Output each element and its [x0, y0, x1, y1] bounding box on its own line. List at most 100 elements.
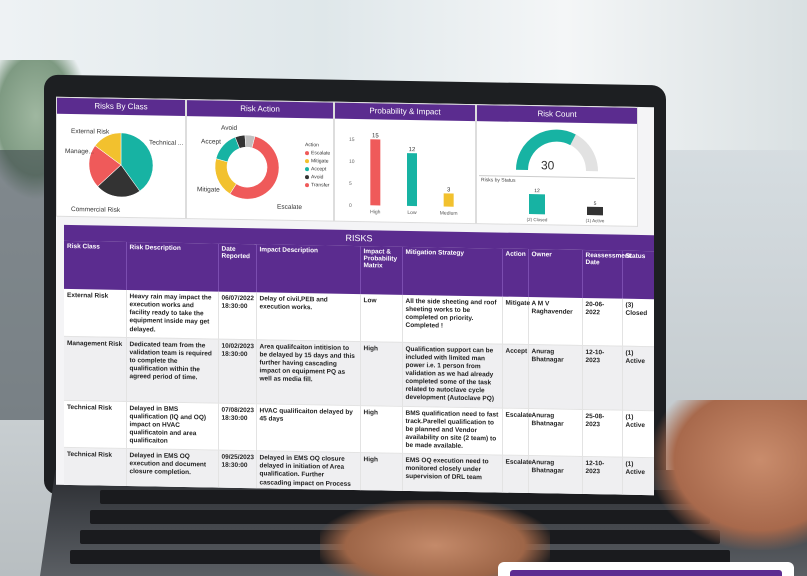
- cell-date: 06/07/2022 18:30:00: [218, 291, 256, 340]
- legend-label: Avoid: [311, 174, 324, 181]
- cell-description: Dedicated team from the validation team …: [126, 337, 218, 403]
- pie-slice: [97, 164, 141, 198]
- column-header[interactable]: Owner: [528, 249, 582, 298]
- cell-reassessment: 12-10-2023: [582, 456, 622, 496]
- legend-item-mitigate[interactable]: Mitigate: [305, 158, 329, 165]
- donut-label: Mitigate: [197, 186, 220, 194]
- risks-table-panel: RISKS Risk Class Risk Description Date R…: [64, 224, 654, 496]
- bar-value-label: 12: [534, 188, 540, 194]
- legend-item-transfer[interactable]: Transfer: [305, 182, 330, 189]
- column-header[interactable]: Action: [502, 248, 528, 298]
- cell-date: 09/25/2023 18:30:00: [218, 450, 256, 491]
- bar: [529, 194, 545, 215]
- cell-impact: Delay of civil,PEB and execution works.: [256, 292, 360, 342]
- column-header[interactable]: Reassessment Date: [582, 249, 631, 299]
- column-header[interactable]: Impact & Probability Matrix: [360, 246, 402, 295]
- gauge-fill: [516, 129, 576, 171]
- risks-by-status-chart[interactable]: 12 (2) Closed 5 (1) Active: [477, 181, 637, 226]
- cell-owner: Anurag Bhatnagar: [528, 408, 582, 457]
- cell-reassessment: 25-08-2023: [582, 408, 622, 458]
- category-label: (2) Closed: [527, 217, 548, 222]
- pie-slice: [244, 134, 256, 149]
- cell-matrix: High: [360, 405, 402, 454]
- cell-risk-class: Management Risk: [64, 336, 126, 402]
- probability-impact-chart[interactable]: 15 10 5 0 15 High 12 Low 3 Medium: [335, 119, 475, 221]
- column-header[interactable]: Risk Description: [126, 242, 218, 292]
- donut-label: Escalate: [277, 203, 302, 212]
- cell-status: (1) Active: [622, 457, 654, 496]
- gauge-value: 30: [541, 158, 555, 173]
- legend-label: Mitigate: [311, 158, 329, 165]
- legend-label: Accept: [311, 166, 327, 173]
- cell-owner: A M V Raghavender: [528, 297, 582, 346]
- column-header[interactable]: Mitigation Strategy: [402, 246, 502, 297]
- bar: [370, 139, 381, 206]
- risks-by-class-panel[interactable]: Risks By Class External Risk Technical .…: [56, 96, 186, 220]
- cell-date: 10/02/2023 18:30:00: [218, 338, 256, 404]
- risk-action-panel[interactable]: Risk Action Avoid Accept Mitigate Escala…: [186, 99, 334, 222]
- table-row[interactable]: Management Risk Dedicated team from the …: [64, 336, 654, 411]
- y-tick-label: 15: [349, 137, 355, 143]
- legend-item-escalate[interactable]: Escalate: [305, 150, 331, 157]
- legend-label: Transfer: [311, 182, 330, 189]
- legend-title: Action: [305, 142, 319, 149]
- right-hand: [650, 400, 807, 550]
- risk-count-panel[interactable]: Risk Count 30 Risks by Status 12 (2) Clos…: [476, 104, 638, 227]
- pie-label: Commercial Risk: [71, 206, 121, 214]
- bar: [587, 206, 603, 216]
- bar-value-label: 15: [372, 133, 379, 139]
- probability-impact-panel[interactable]: Probability & Impact 15 10 5 0 15 High 12 Low 3 M…: [334, 101, 476, 225]
- pie-label: Technical ...: [149, 139, 184, 148]
- cell-matrix: High: [360, 341, 402, 406]
- column-header[interactable]: Status: [622, 250, 654, 300]
- legend-swatch: [305, 174, 309, 179]
- cell-mitigation: EMS OQ execution need to monitored close…: [402, 453, 502, 495]
- column-header[interactable]: Date Reported: [218, 243, 256, 293]
- cell-matrix: Low: [360, 294, 402, 342]
- donut-label: Accept: [201, 138, 221, 146]
- bar-value-label: 3: [447, 187, 451, 193]
- corner-card-bar: [510, 570, 782, 576]
- cell-status: (3) Closed: [622, 298, 654, 347]
- legend-item-accept[interactable]: Accept: [305, 166, 326, 172]
- y-tick-label: 0: [349, 203, 352, 209]
- cell-reassessment: 20-06-2022: [582, 297, 622, 346]
- keyboard-row: [100, 490, 700, 504]
- bar-value-label: 12: [409, 147, 416, 153]
- cell-action: Escalate: [502, 407, 532, 456]
- bar: [407, 153, 417, 207]
- cell-mitigation: All the side sheeting and roof sheeting …: [402, 294, 502, 344]
- cell-status: (1) Active: [622, 409, 654, 458]
- pie-label: Manage...: [65, 147, 94, 156]
- cell-owner: Anurag Bhatnagar: [528, 455, 582, 496]
- cell-impact: HVAC qualificaiton delayed by 45 days: [256, 403, 360, 453]
- legend-label: Escalate: [311, 150, 331, 157]
- legend-swatch: [305, 166, 309, 171]
- cell-description: Heavy rain may impact the execution work…: [126, 290, 218, 339]
- cell-risk-class: Technical Risk: [64, 447, 126, 489]
- pie-slice: [120, 132, 154, 192]
- column-header[interactable]: Impact Description: [256, 244, 360, 295]
- risk-count-gauge[interactable]: [477, 121, 637, 176]
- cell-date: 07/08/2023 18:30:00: [218, 402, 256, 451]
- pie-slice: [94, 132, 122, 166]
- cell-mitigation: Qualification support can be included wi…: [402, 341, 502, 408]
- risks-by-class-chart[interactable]: [57, 114, 185, 216]
- pie-slice: [88, 145, 122, 187]
- cell-risk-class: Technical Risk: [64, 399, 126, 449]
- cell-status: (1) Active: [622, 345, 654, 411]
- cell-impact: Delayed in EMS OQ closure delayed in ini…: [256, 450, 360, 493]
- risk-action-chart[interactable]: [187, 116, 333, 219]
- legend-swatch: [305, 158, 309, 163]
- pie-slice: [229, 135, 280, 200]
- y-tick-label: 10: [349, 159, 355, 165]
- cell-risk-class: External Risk: [64, 288, 126, 338]
- cell-action: Accept: [502, 343, 528, 409]
- column-header[interactable]: Risk Class: [64, 240, 126, 291]
- category-label: (1) Active: [586, 218, 605, 223]
- cell-description: Delayed in BMS qualification (IQ and OQ)…: [126, 401, 218, 451]
- legend-item-avoid[interactable]: Avoid: [305, 174, 323, 180]
- pie-label: External Risk: [71, 128, 110, 136]
- cell-action: Escalate: [502, 455, 532, 496]
- risks-table: Risk Class Risk Description Date Reporte…: [64, 240, 654, 496]
